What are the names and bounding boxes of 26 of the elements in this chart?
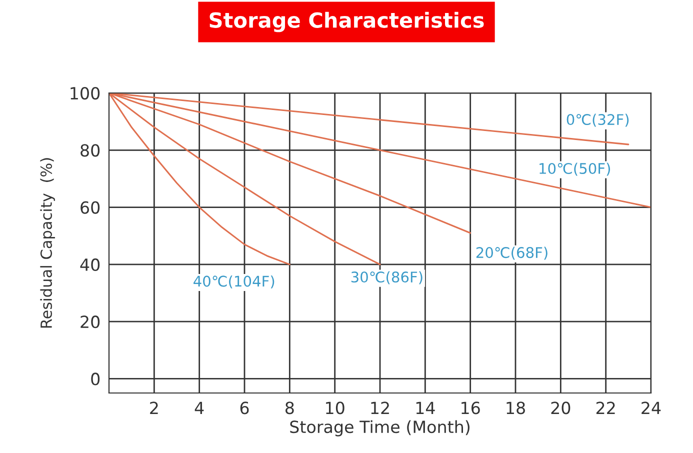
x-tick-label: 14	[416, 402, 435, 414]
x-tick-label: 24	[642, 402, 661, 414]
y-tick-label: 80	[80, 144, 100, 157]
x-tick-label: 16	[462, 402, 480, 414]
x-tick-label: 8	[285, 402, 294, 414]
series-label: 30℃(86F)	[351, 271, 422, 284]
series-label: 10℃(50F)	[540, 162, 610, 176]
x-tick-label: 2	[150, 402, 158, 414]
x-axis-title: Storage Time (Month)	[290, 420, 470, 436]
x-tick-label: 12	[371, 402, 389, 414]
y-tick-label: 100	[70, 86, 100, 100]
x-tick-label: 10	[326, 402, 344, 414]
series-label: 20℃(68F)	[476, 246, 548, 260]
x-tick-label: 4	[194, 402, 204, 414]
chart-title: Storage Characteristics	[210, 12, 484, 32]
x-tick-label: 20	[551, 402, 570, 414]
x-tick-label: 6	[240, 402, 249, 414]
y-tick-label: 20	[80, 316, 100, 328]
y-tick-label: 60	[80, 201, 100, 214]
x-tick-label: 22	[596, 402, 615, 414]
x-tick-label: 18	[506, 402, 525, 414]
y-tick-label: 0	[91, 372, 100, 386]
y-tick-label: 40	[80, 258, 100, 271]
series-label: 0℃(32F)	[566, 114, 629, 127]
y-axis-title: Residual Capacity (%)	[40, 158, 55, 328]
series-label: 40℃(104F)	[194, 275, 274, 288]
